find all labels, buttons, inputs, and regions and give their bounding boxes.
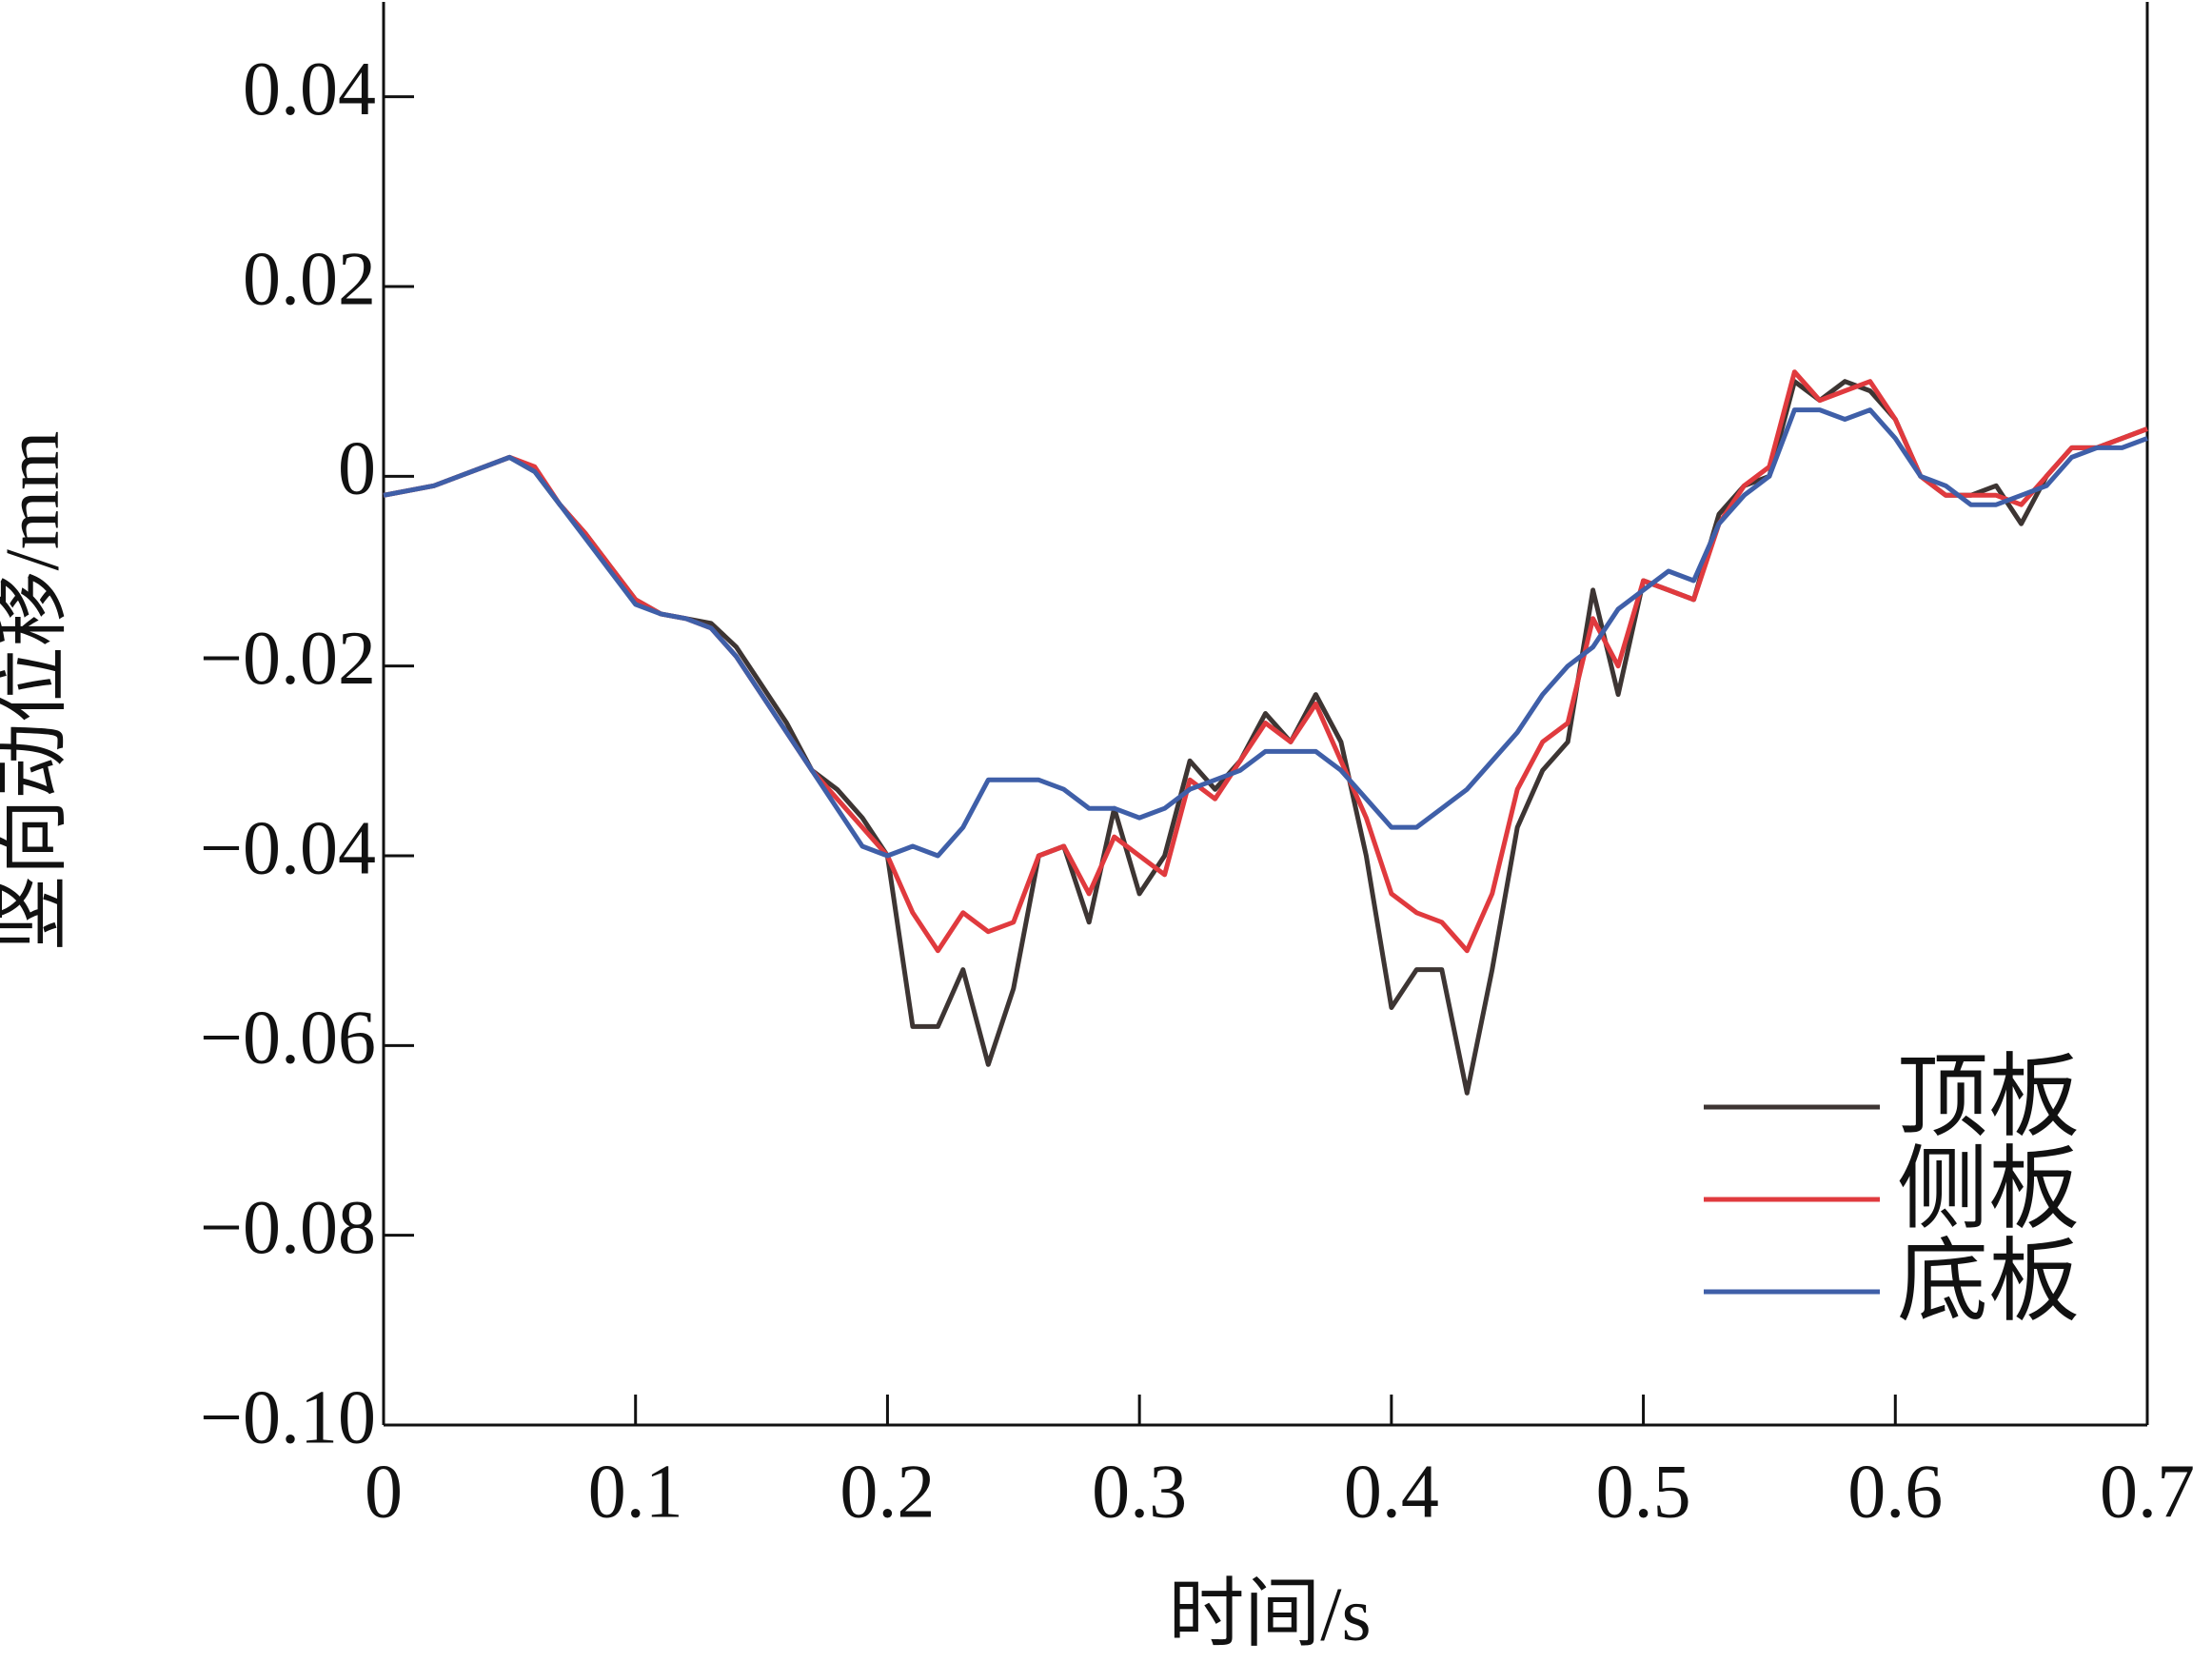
x-tick-label: 0.5 <box>1596 1450 1691 1534</box>
y-tick-label: −0.04 <box>200 806 376 890</box>
x-tick-label: 0.4 <box>1344 1450 1439 1534</box>
x-tick-label: 0 <box>365 1450 403 1534</box>
x-tick-label: 0.7 <box>2100 1450 2195 1534</box>
x-tick-label: 0.6 <box>1847 1450 1943 1534</box>
series-line <box>383 369 2148 954</box>
legend-label: 顶板 <box>1897 1046 2080 1148</box>
x-tick-label: 0.2 <box>839 1450 935 1534</box>
x-axis-label: 时间/s <box>1168 1573 1371 1656</box>
y-tick-label: 0.04 <box>243 48 376 131</box>
x-tick-label: 0.3 <box>1092 1450 1187 1534</box>
y-axis-label: 竖向动位移/mm <box>0 431 74 952</box>
series-line <box>383 379 2148 1096</box>
y-tick-label: −0.02 <box>200 617 376 701</box>
y-tick-label: −0.10 <box>200 1376 376 1459</box>
x-tick-label: 0.1 <box>588 1450 683 1534</box>
legend-label: 侧板 <box>1897 1138 2080 1240</box>
y-tick-label: −0.06 <box>200 997 376 1080</box>
y-tick-label: 0 <box>338 427 376 511</box>
y-tick-label: 0.02 <box>243 237 376 321</box>
y-tick-label: −0.08 <box>200 1186 376 1270</box>
series-line <box>383 407 2148 859</box>
legend-label: 底板 <box>1897 1231 2080 1333</box>
